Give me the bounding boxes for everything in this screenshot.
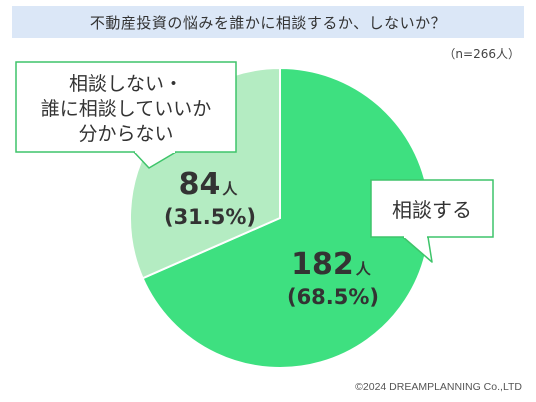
copyright: ©2024 DREAMPLANNING Co.,LTD (355, 381, 522, 393)
sample-size: （n=266人） (443, 47, 520, 61)
chart-title: 不動産投資の悩みを誰かに相談するか、しないか？ (12, 6, 524, 38)
slice-percent-1: (31.5%) (164, 205, 256, 229)
callout-not-consult-line-2: 分からない (78, 123, 173, 145)
callout-not-consult-line-0: 相談しない・ (69, 73, 183, 95)
pie-slice-0 (141, 66, 431, 369)
callout-not-consult-line-1: 誰に相談していいか (41, 98, 211, 120)
slice-percent-0: (68.5%) (287, 285, 379, 309)
slice-value-1: 84 人 (179, 167, 239, 202)
callout-consult: 相談する (370, 179, 494, 263)
callout-consult-label: 相談する (392, 198, 472, 222)
slice-value-0: 182 人 (291, 247, 372, 282)
